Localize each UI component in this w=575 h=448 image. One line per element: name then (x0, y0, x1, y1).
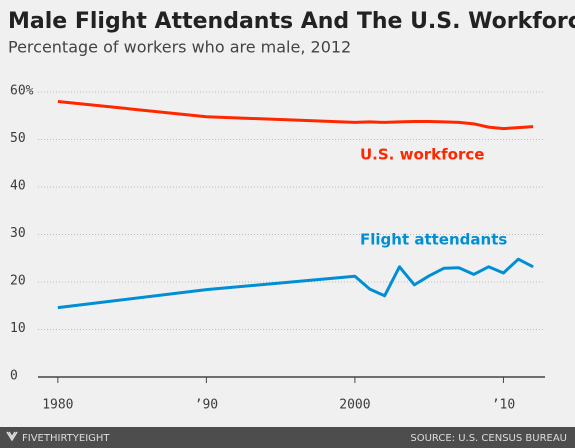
source: SOURCE: U.S. CENSUS BUREAU (410, 433, 567, 444)
series-label: U.S. workforce (360, 146, 484, 164)
series-line (57, 100, 534, 131)
brand: FIVETHIRTYEIGHT (22, 433, 110, 444)
y-tick-label: 40 (10, 179, 26, 194)
chart-title: Male Flight Attendants And The U.S. Work… (8, 9, 575, 34)
chart-subtitle: Percentage of workers who are male, 2012 (8, 38, 351, 57)
series-label: Flight attendants (360, 231, 507, 249)
y-tick-label: 20 (10, 274, 26, 289)
x-tick-label: 2000 (339, 398, 370, 413)
x-tick-label: ’10 (492, 398, 515, 413)
y-tick-label: 60% (10, 84, 34, 99)
y-tick-label: 10 (10, 321, 26, 336)
y-tick-label: 30 (10, 226, 26, 241)
footer (0, 427, 575, 448)
series-line (57, 257, 534, 310)
x-tick-label: ’90 (195, 398, 218, 413)
y-tick-label: 0 (10, 369, 18, 384)
logo (6, 431, 18, 442)
y-tick-label: 50 (10, 131, 26, 146)
x-tick-label: 1980 (42, 398, 73, 413)
